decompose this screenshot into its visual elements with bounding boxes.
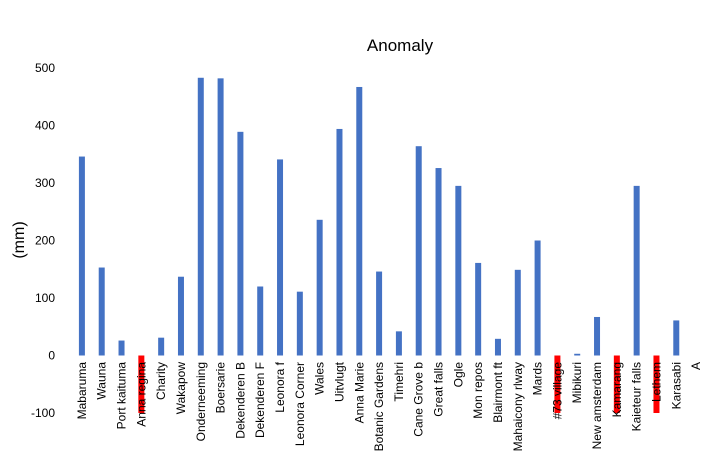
x-tick-label: A (689, 362, 703, 370)
x-tick-label: Mabaruma (75, 362, 89, 420)
y-tick-label: 500 (35, 61, 55, 75)
bar (197, 77, 204, 356)
x-tick-label: Anna regina (134, 362, 148, 427)
x-tick-label: Port kaituma (115, 362, 129, 430)
bar (98, 267, 105, 356)
x-tick-label: Wauna (95, 362, 109, 400)
bar (554, 355, 561, 413)
bar (455, 185, 462, 356)
x-tick-label: Dekenderen F (253, 362, 267, 438)
x-tick-label: Mahaicony rlway (511, 362, 525, 451)
x-tick-label: Mon repos (471, 362, 485, 419)
bar (336, 128, 343, 356)
x-tick-label: Wales (313, 362, 327, 395)
bar (514, 269, 521, 356)
y-tick-label: 400 (35, 119, 55, 133)
bar (395, 331, 402, 356)
bar (217, 78, 224, 356)
x-tick-label: Uitvlugt (332, 361, 346, 402)
bar (237, 131, 244, 356)
bar (138, 355, 145, 413)
y-tick-label: 300 (35, 176, 55, 190)
x-tick-label: #73 village (550, 362, 564, 420)
x-tick-label: New amsterdam (590, 362, 604, 449)
bar (376, 271, 383, 356)
bar (316, 219, 323, 356)
bar (673, 320, 680, 356)
y-tick-label: 200 (35, 234, 55, 248)
x-tick-label: Mards (531, 362, 545, 395)
bar (158, 337, 165, 356)
y-tick-label: -100 (31, 406, 55, 420)
x-tick-label: Onderneeming (194, 362, 208, 441)
bar (296, 291, 303, 356)
x-tick-label: Botanic Gardens (372, 362, 386, 451)
bar (257, 286, 264, 356)
x-tick-label: Timehri (392, 362, 406, 402)
y-tick-label: 100 (35, 291, 55, 305)
x-tick-label: Wakapow (174, 362, 188, 415)
bar (494, 338, 501, 356)
y-tick-label: 0 (48, 349, 55, 363)
x-tick-label: Anna Marie (352, 362, 366, 424)
x-tick-label: Karasabi (669, 362, 683, 409)
x-tick-label: Boersarie (214, 362, 228, 414)
bar (653, 355, 660, 413)
bar (435, 168, 442, 356)
chart-title: Anomaly (367, 36, 434, 55)
bar (356, 86, 363, 356)
x-tick-label: Dekenderen B (233, 362, 247, 439)
bar (415, 146, 422, 356)
bar (118, 340, 125, 356)
x-tick-label: Leonora f (273, 361, 287, 412)
bar (574, 353, 581, 356)
x-tick-label: Blairmont ft (491, 361, 505, 422)
bar (475, 262, 482, 356)
bar (594, 316, 601, 356)
y-axis-label: (mm) (11, 221, 28, 258)
x-tick-label: Lethem (649, 362, 663, 402)
bar (78, 156, 85, 356)
bar (613, 355, 620, 413)
bar (534, 240, 541, 356)
x-tick-label: Kaieteur falls (630, 362, 644, 431)
x-tick-label: Ogle (451, 362, 465, 388)
x-tick-label: Leonora Corner (293, 362, 307, 446)
x-tick-label: Charity (154, 362, 168, 400)
x-tick-label: Mibikuri (570, 362, 584, 403)
bar (633, 185, 640, 356)
x-tick-label: Great falls (432, 362, 446, 417)
x-tick-label: Kamarang (610, 362, 624, 417)
x-tick-label: Cane Grove b (412, 362, 426, 437)
bar (177, 276, 184, 356)
bar (277, 159, 284, 356)
